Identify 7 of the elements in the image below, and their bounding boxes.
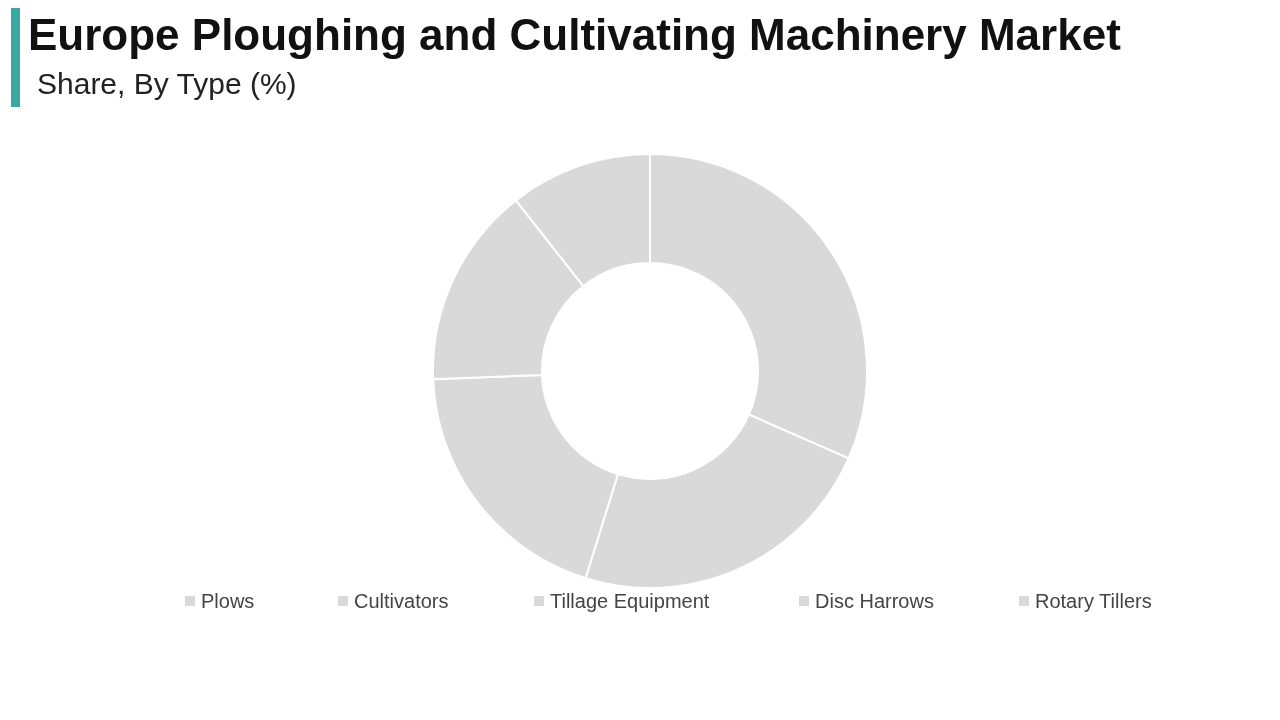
legend-label: Rotary Tillers	[1035, 590, 1152, 612]
chart-title: Europe Ploughing and Cultivating Machinery Market	[28, 10, 1122, 59]
legend-label: Tillage Equipment	[550, 590, 710, 612]
legend-label: Plows	[201, 590, 255, 612]
chart-subtitle: Share, By Type (%)	[37, 67, 297, 100]
legend-label: Cultivators	[354, 590, 449, 612]
legend-label: Disc Harrows	[815, 590, 934, 612]
